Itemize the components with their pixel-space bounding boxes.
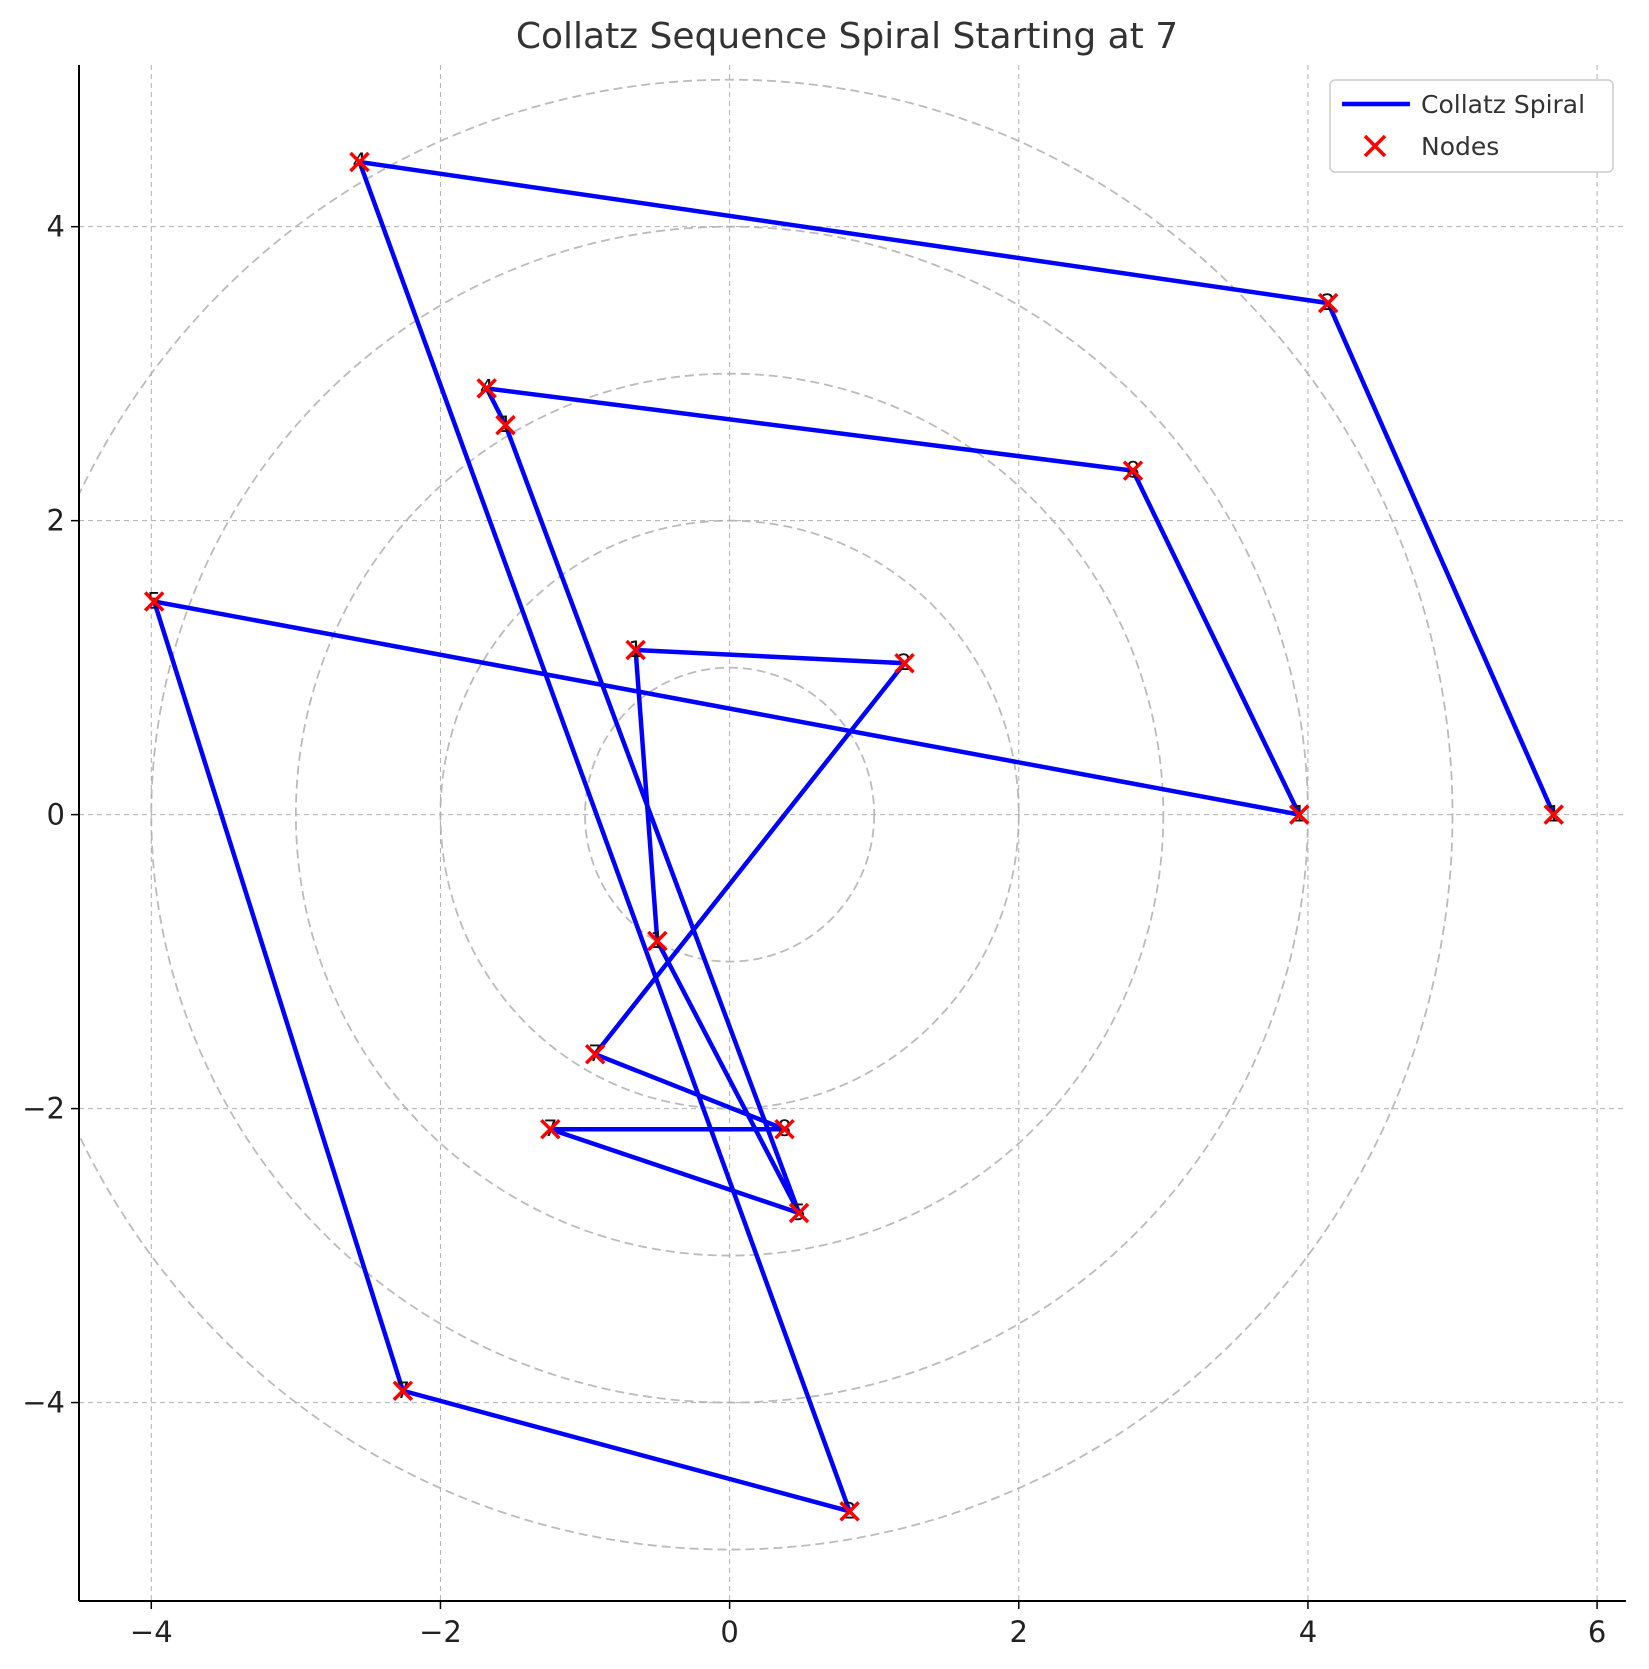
reference-circle-5 [79,79,1454,1551]
node-marker-0 [584,1043,606,1065]
legend-label-nodes: Nodes [1421,132,1499,161]
series-lines [150,159,1556,1515]
x-tick-label-3: 2 [1010,1615,1028,1649]
series-line-1 [549,1052,800,1216]
grid-lines [79,65,1626,1601]
x-tick-label-5: 6 [1588,1615,1606,1649]
x-tick-label-0: −4 [130,1615,173,1649]
node-marker-5 [495,414,516,436]
chart-title: Collatz Sequence Spiral Starting at 7 [516,16,1178,57]
node-labels: 72115148157242187 [147,150,1561,1524]
y-tick-label-4: 4 [47,210,65,244]
legend-x-swatch [1363,134,1387,158]
series-line-0 [150,159,1556,1515]
tick-labels: −4 −2 0 2 4 6 −4 −2 0 2 4 [22,210,1606,1649]
legend: Collatz Spiral Nodes [1329,79,1614,173]
node-marker-13 [1317,292,1339,314]
node-marker-6 [476,378,497,399]
y-tick-label-1: −2 [22,1092,65,1126]
y-tick-label-3: 2 [47,504,65,538]
node-marker-2 [625,639,646,661]
axes [78,65,1626,1602]
node-marker-11 [839,1501,860,1522]
node-marker-12 [349,151,370,173]
legend-label-collatz-spiral: Collatz Spiral [1421,90,1585,119]
node-marker-10 [392,1380,414,1402]
x-tick-label-4: 4 [1299,1615,1317,1649]
y-tick-label-0: −4 [22,1386,65,1420]
node-marker-8 [1289,804,1310,825]
x-tick-label-2: 0 [720,1615,738,1649]
node-marker-15 [774,1118,795,1140]
y-tick-label-2: 0 [47,798,65,832]
node-marker-16 [540,1118,561,1140]
node-marker-7 [1122,460,1144,481]
node-markers [143,151,1564,1522]
node-marker-14 [1543,804,1564,825]
node-marker-9 [143,591,165,612]
node-marker-1 [894,652,915,674]
x-tick-label-1: −2 [419,1615,462,1649]
node-marker-3 [647,930,668,952]
node-marker-4 [788,1202,810,1224]
